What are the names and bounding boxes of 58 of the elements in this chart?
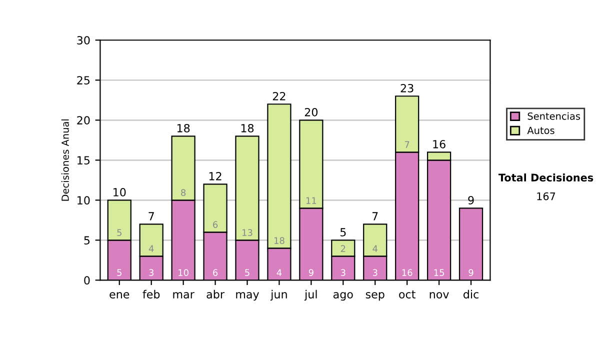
x-tick-label: abr bbox=[206, 290, 224, 298]
data-label: 5 bbox=[117, 269, 122, 276]
total-label: 12 bbox=[209, 172, 222, 180]
y-tick-label: 0 bbox=[84, 276, 90, 285]
data-label: 15 bbox=[434, 269, 444, 276]
data-label: 4 bbox=[372, 245, 378, 252]
data-label: 2 bbox=[340, 245, 346, 252]
total-label: 23 bbox=[400, 84, 414, 92]
y-tick-label: 25 bbox=[77, 76, 90, 85]
total-label: 7 bbox=[148, 212, 154, 220]
x-tick-label: jun bbox=[270, 290, 287, 301]
x-tick-label: jul bbox=[304, 290, 317, 301]
data-label: 8 bbox=[181, 189, 186, 196]
legend-label: Autos bbox=[527, 126, 554, 134]
legend-label: Sentencias bbox=[528, 112, 580, 120]
x-tick-label: oct bbox=[399, 290, 416, 298]
data-label: 6 bbox=[213, 269, 218, 276]
data-label: 11 bbox=[306, 197, 316, 204]
data-label: 9 bbox=[308, 269, 314, 276]
data-label: 9 bbox=[468, 269, 474, 276]
x-tick-label: mar bbox=[173, 292, 194, 298]
total-label: 9 bbox=[468, 196, 474, 204]
data-label: 3 bbox=[149, 269, 154, 276]
total-label: 22 bbox=[272, 92, 286, 100]
y-tick-label: 15 bbox=[78, 156, 90, 165]
data-label: 16 bbox=[402, 269, 412, 276]
x-tick-label: dic bbox=[464, 290, 478, 298]
total-label: 10 bbox=[114, 188, 126, 196]
total-label: 18 bbox=[241, 124, 254, 132]
data-label: 3 bbox=[340, 269, 346, 276]
y-axis-title: Decisiones Anual bbox=[61, 119, 69, 201]
y-tick-label: 10 bbox=[78, 196, 90, 205]
data-label: 4 bbox=[148, 245, 154, 252]
data-label: 13 bbox=[242, 229, 252, 236]
x-tick-label: may bbox=[236, 292, 260, 301]
y-tick-label: 5 bbox=[84, 236, 90, 245]
total-label: 7 bbox=[372, 212, 378, 220]
data-label: 4 bbox=[276, 269, 282, 276]
y-tick-label: 20 bbox=[77, 116, 90, 125]
data-label: 3 bbox=[372, 269, 378, 276]
x-tick-label: ago bbox=[333, 292, 353, 301]
y-tick-label: 30 bbox=[77, 36, 90, 44]
data-label: 18 bbox=[274, 237, 284, 244]
data-label: 5 bbox=[117, 229, 122, 236]
x-tick-label: feb bbox=[142, 290, 160, 298]
total-label: 20 bbox=[304, 108, 318, 116]
x-tick-label: sep bbox=[366, 292, 384, 301]
data-label: 7 bbox=[404, 141, 410, 148]
text: Total Decisiones bbox=[498, 173, 594, 182]
x-tick-label: ene bbox=[110, 292, 130, 298]
data-label: 5 bbox=[245, 269, 250, 276]
data-label: 6 bbox=[213, 221, 218, 228]
data-label: 10 bbox=[178, 269, 188, 276]
text: 167 bbox=[537, 192, 556, 200]
total-label: 16 bbox=[433, 140, 446, 148]
total-label: 5 bbox=[340, 228, 346, 236]
total-label: 18 bbox=[177, 124, 190, 132]
x-tick-label: nov bbox=[430, 292, 449, 298]
